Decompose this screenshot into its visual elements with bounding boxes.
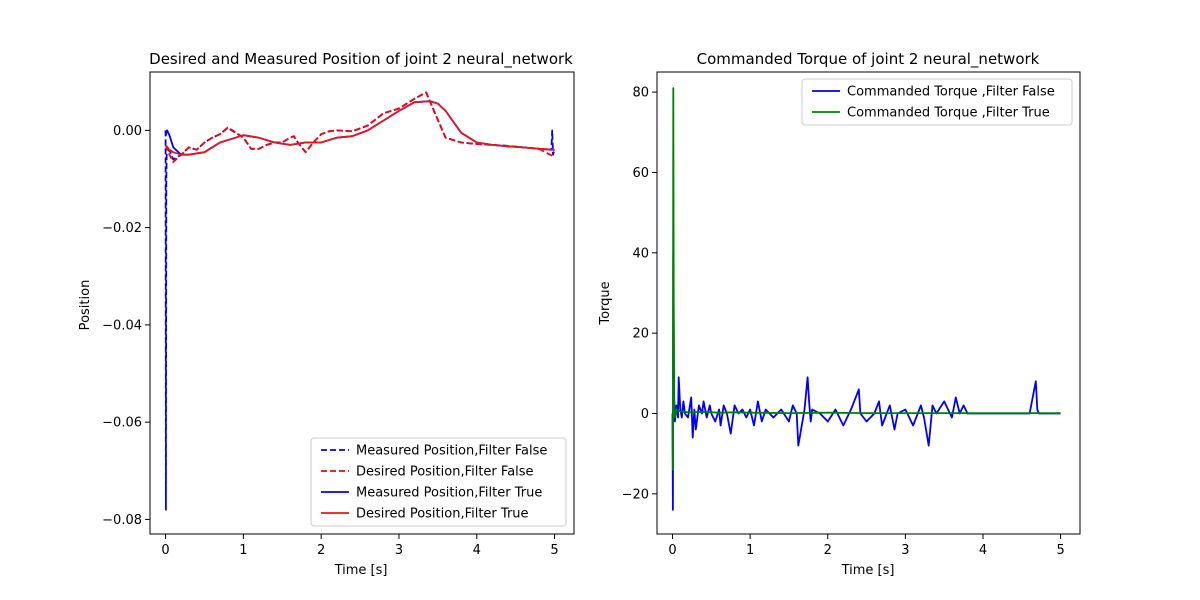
y-tick-label: 40 [632,246,649,261]
series-line-3 [164,100,555,156]
position-y-axis-label: Position [78,280,93,331]
legend-label-0: Measured Position,Filter False [356,444,547,459]
y-tick-label: −0.06 [102,416,142,431]
legend-label-2: Measured Position,Filter True [356,486,542,501]
position-chart: Desired and Measured Position of joint 2… [78,50,575,578]
position-chart-title: Desired and Measured Position of joint 2… [149,50,573,69]
y-tick-label: 0 [641,407,649,422]
position-plot-area: 0 1 2 3 4 5 0.00 −0.02 −0.04 −0.06 −0.08 Measured P… [102,71,575,558]
legend-label-0: Commanded Torque ,Filter False [847,85,1055,100]
torque-chart-title: Commanded Torque of joint 2 neural_netwo… [697,50,1040,69]
x-tick-label: 5 [550,543,558,558]
x-tick-label: 3 [395,543,403,558]
series-line-1 [164,91,556,163]
y-tick-label: −0.04 [102,318,142,333]
y-tick-label: 60 [632,166,649,181]
y-tick-label: −0.02 [102,221,142,236]
legend-box [801,78,1073,126]
x-tick-label: 4 [473,543,481,558]
legend-label-1: Desired Position,Filter False [356,465,534,480]
x-tick-label: 0 [161,543,169,558]
x-tick-label: 1 [746,543,754,558]
legend-box [310,437,567,527]
torque-x-axis-label: Time [s] [841,563,895,578]
torque-chart: Commanded Torque of joint 2 neural_netwo… [598,50,1081,578]
legend-label-1: Commanded Torque ,Filter True [847,106,1050,121]
x-tick-label: 1 [239,543,247,558]
x-tick-label: 3 [901,543,909,558]
y-tick-label: 0.00 [113,124,142,139]
torque-plot-area: 0 1 2 3 4 5 −20 0 20 40 60 80 Commanded Torque ,Filt… [622,71,1081,558]
y-tick-label: 20 [632,327,649,342]
position-x-axis-label: Time [s] [334,563,388,578]
y-tick-label: −20 [622,487,649,502]
torque-y-axis-label: Torque [598,281,613,325]
y-tick-label: 80 [632,86,649,101]
x-tick-label: 0 [668,543,676,558]
series-line-1 [671,87,1061,471]
x-tick-label: 4 [979,543,987,558]
legend-label-3: Desired Position,Filter True [356,507,529,522]
axes-frame [656,71,1081,535]
y-tick-label: −0.08 [102,513,142,528]
x-tick-label: 5 [1056,543,1064,558]
axes-frame [149,71,575,535]
x-tick-label: 2 [317,543,325,558]
x-tick-label: 2 [824,543,832,558]
